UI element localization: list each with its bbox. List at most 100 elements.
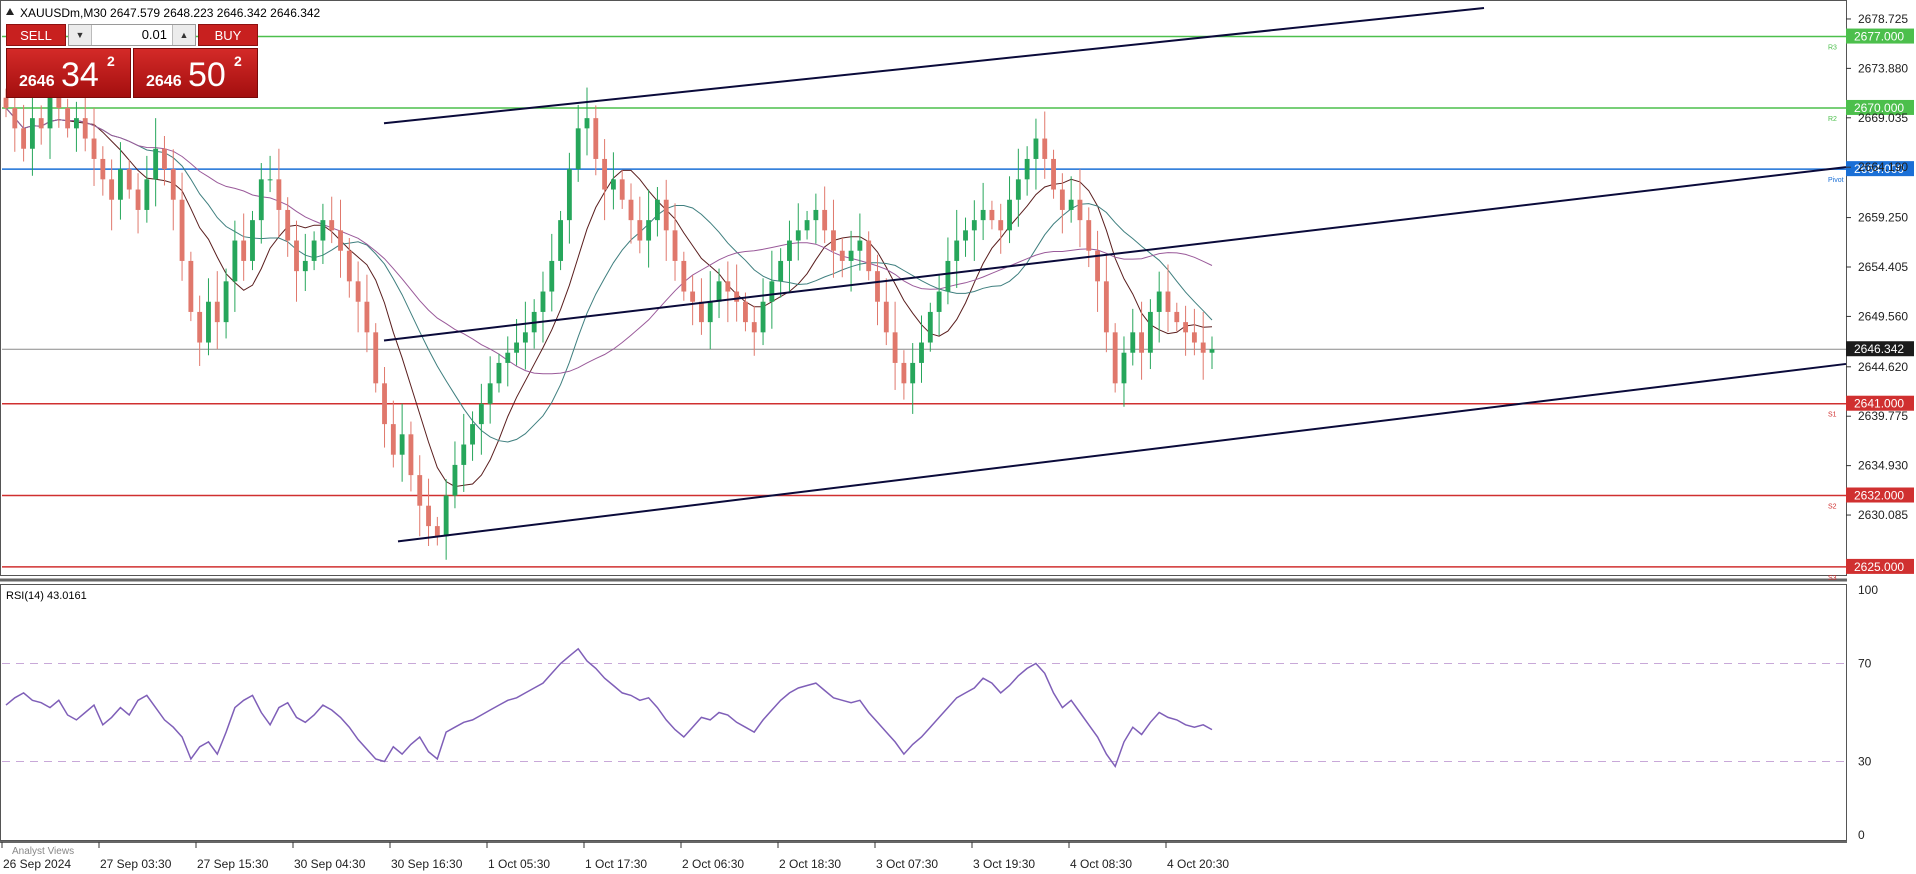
rsi-tick-label: 70 <box>1858 657 1872 671</box>
rsi-tick-label: 0 <box>1858 828 1865 842</box>
time-tick-label: 1 Oct 05:30 <box>488 857 550 871</box>
current-price-badge[interactable] <box>1846 341 1914 357</box>
candle-body <box>214 301 220 323</box>
candle-body <box>637 220 643 241</box>
level-price-badge[interactable] <box>1846 99 1914 115</box>
lot-increase-icon[interactable]: ▲ <box>172 25 195 45</box>
candle-body <box>364 301 370 333</box>
candle-body <box>29 118 35 149</box>
candle-body <box>690 291 696 302</box>
lot-size-input[interactable]: ▼ 0.01 ▲ <box>68 24 196 46</box>
candle-body <box>1156 291 1162 312</box>
time-tick-label: 3 Oct 19:30 <box>973 857 1035 871</box>
candle-body <box>998 220 1004 231</box>
sell-button[interactable]: SELL <box>6 24 66 46</box>
analyst-views-label[interactable]: Analyst Views <box>12 846 74 857</box>
candle-body <box>1165 291 1171 312</box>
one-click-trade-panel: SELL ▼ 0.01 ▲ BUY 2646 34 2 2646 50 2 <box>6 24 258 98</box>
candle-body <box>487 383 493 404</box>
candle-body <box>716 281 722 302</box>
candle-body <box>258 179 264 221</box>
candle-body <box>162 148 167 170</box>
trendline-lower[interactable] <box>397 362 1847 543</box>
candle-body <box>1191 332 1197 343</box>
rsi-line <box>5 647 1213 768</box>
time-tick-label: 27 Sep 15:30 <box>197 857 269 871</box>
candle-body <box>452 464 458 496</box>
candle-body <box>338 230 343 251</box>
buy-price-box[interactable]: 2646 50 2 <box>133 48 258 98</box>
buy-price-main: 50 <box>188 56 226 94</box>
level-price-label: 2670.000 <box>1854 101 1904 115</box>
candle-body <box>355 281 361 302</box>
buy-price-sup: 2 <box>234 53 242 69</box>
candle-body <box>910 362 916 384</box>
sell-price-sup: 2 <box>107 53 115 69</box>
candle-body <box>628 199 634 221</box>
trendline-middle[interactable] <box>383 166 1847 342</box>
candle-body <box>699 301 704 323</box>
trendlines-layer[interactable] <box>383 7 1847 543</box>
buy-button[interactable]: BUY <box>198 24 258 46</box>
candle-body <box>610 179 616 190</box>
candle-body <box>311 240 317 261</box>
price-tick-label: 2630.085 <box>1858 508 1908 522</box>
time-tick-label: 3 Oct 07:30 <box>876 857 938 871</box>
candle-body <box>839 250 845 261</box>
moving-average-line-2 <box>5 107 1213 443</box>
candle-body <box>223 281 229 323</box>
price-tick-label: 2654.405 <box>1858 260 1908 274</box>
price-tick-label: 2664.190 <box>1858 160 1908 174</box>
candle-body <box>1130 332 1136 353</box>
candle-body <box>672 230 678 261</box>
candle-body <box>795 230 801 241</box>
time-axis-layer[interactable]: 26 Sep 2024 27 Sep 03:30 27 Sep 15:30 30 Se… <box>1 842 1229 871</box>
candle-body <box>188 260 194 312</box>
rsi-layer: 100 70 30 0 <box>2 583 1878 842</box>
lot-decrease-icon[interactable]: ▼ <box>69 25 92 45</box>
candle-body <box>549 260 555 292</box>
candle-body <box>232 240 238 282</box>
level-price-badge[interactable] <box>1846 558 1914 574</box>
price-axis-layer[interactable]: 2678.725 2673.880 2669.035 2664.190 2659.250… <box>1846 12 1908 522</box>
moving-average-line-3 <box>5 107 1213 375</box>
price-tick-label: 2659.250 <box>1858 211 1908 225</box>
level-tag-r3: R3 <box>1828 45 1837 52</box>
sell-price-prefix: 2646 <box>19 73 55 90</box>
level-price-badge[interactable] <box>1846 487 1914 503</box>
candle-body <box>144 179 150 210</box>
candle-body <box>566 169 572 221</box>
sell-price-box[interactable]: 2646 34 2 <box>6 48 131 98</box>
candle-body <box>619 179 625 200</box>
trendline-upper[interactable] <box>383 7 1485 125</box>
candle-body <box>320 220 326 241</box>
candle-body <box>135 189 141 210</box>
candle-body <box>1103 281 1109 333</box>
level-price-badge[interactable] <box>1846 28 1914 44</box>
candle-body <box>294 240 299 272</box>
level-tag-s1: S1 <box>1828 412 1837 419</box>
price-tick-label: 2678.725 <box>1858 12 1908 26</box>
level-price-badge[interactable] <box>1846 395 1914 411</box>
chart-menu-triangle-icon[interactable] <box>6 8 14 15</box>
lot-value[interactable]: 0.01 <box>141 27 167 42</box>
candle-body <box>734 291 740 302</box>
candle-body <box>1007 199 1012 231</box>
candle-body <box>989 209 995 221</box>
candle-body <box>3 97 9 108</box>
candle-body <box>593 118 599 159</box>
candle-body <box>1042 138 1048 159</box>
price-tick-label: 2649.560 <box>1858 309 1908 323</box>
price-tick-label: 2639.775 <box>1858 409 1908 423</box>
candle-body <box>901 362 907 384</box>
candle-body <box>971 220 977 231</box>
candle-body <box>804 220 810 231</box>
candle-body <box>434 526 440 537</box>
candle-body <box>602 158 608 190</box>
time-tick-label: 26 Sep 2024 <box>3 857 71 871</box>
time-tick-label: 30 Sep 16:30 <box>391 857 463 871</box>
level-price-badge[interactable] <box>1846 161 1914 177</box>
candle-body <box>276 179 282 210</box>
